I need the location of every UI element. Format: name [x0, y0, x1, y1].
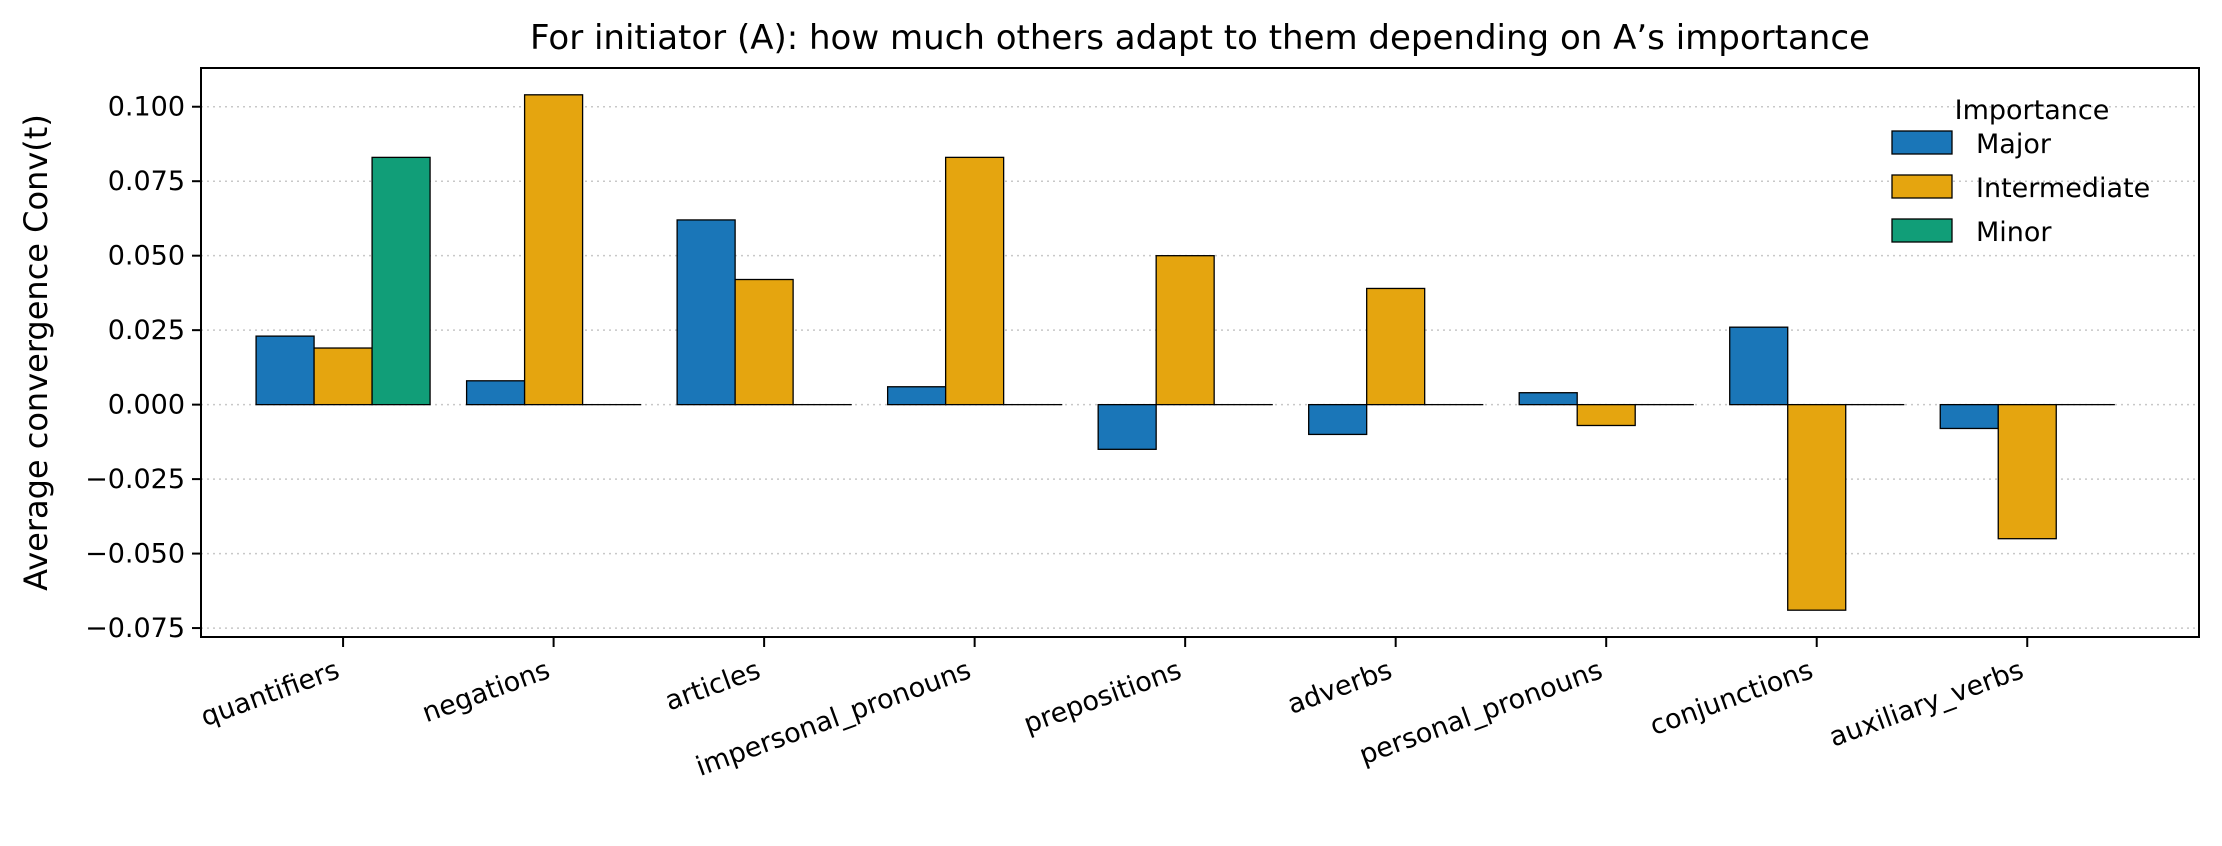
chart-title: For initiator (A): how much others adapt…: [530, 18, 1870, 58]
y-tick-label: −0.025: [85, 464, 185, 495]
bar-intermediate-impersonal_pronouns: [944, 156, 1005, 406]
y-axis-label: Average convergence Conv(t): [17, 114, 55, 591]
legend-swatch-minor: [1891, 218, 1953, 243]
legend-swatch-major: [1891, 130, 1953, 155]
legend-label-major: Major: [1976, 129, 2052, 160]
bar-intermediate-articles: [734, 278, 794, 406]
x-tick-label: prepositions: [1020, 654, 1186, 740]
bar-intermediate-conjunctions: [1787, 403, 1847, 611]
bar-major-impersonal_pronouns: [886, 386, 947, 406]
legend-title: Importance: [1955, 95, 2110, 126]
y-tick-label: −0.050: [85, 539, 185, 570]
bar-major-quantifiers: [255, 335, 315, 406]
x-tick-label: negations: [418, 654, 554, 729]
legend-label-minor: Minor: [1976, 217, 2052, 248]
y-axis-ticks: 0.100 0.075 0.050 0.025 0.000 −0.025 −0.050 −0.…: [85, 92, 201, 644]
bar-major-personal_pronouns: [1518, 392, 1578, 406]
x-tick-label: auxiliary_verbs: [1825, 654, 2027, 753]
x-tick-label: adverbs: [1283, 654, 1396, 720]
bar-intermediate-quantifiers: [313, 347, 373, 406]
bar-intermediate-personal_pronouns: [1576, 403, 1636, 427]
y-tick-label: −0.075: [85, 613, 185, 644]
y-tick-label: 0.050: [108, 241, 185, 272]
bar-major-auxiliary_verbs: [1939, 403, 1999, 430]
x-tick-label: articles: [661, 654, 764, 717]
bar-major-conjunctions: [1729, 326, 1789, 406]
legend-label-intermediate: Intermediate: [1976, 173, 2150, 204]
y-tick-label: 0.100: [108, 92, 185, 123]
bar-intermediate-auxiliary_verbs: [1997, 403, 2057, 540]
bar-intermediate-prepositions: [1155, 255, 1215, 406]
bar-major-negations: [465, 380, 526, 406]
y-tick-label: 0.025: [108, 315, 185, 346]
bar-major-articles: [676, 219, 736, 406]
x-tick-label: quantifiers: [197, 654, 344, 733]
legend-swatch-intermediate: [1891, 174, 1953, 199]
bar-minor-quantifiers: [371, 156, 431, 406]
bars: [255, 94, 2115, 611]
x-tick-label: personal_pronouns: [1355, 654, 1606, 771]
plot-frame: [200, 67, 2200, 638]
x-axis-ticks: quantifiers negations articlesimpersonal_p…: [197, 637, 2029, 783]
y-tick-label: 0.075: [108, 166, 185, 197]
bar-intermediate-adverbs: [1366, 287, 1426, 406]
bar-major-adverbs: [1308, 403, 1368, 436]
y-tick-label: 0.000: [108, 390, 185, 421]
bar-intermediate-negations: [523, 94, 584, 406]
bar-major-prepositions: [1097, 403, 1157, 450]
x-tick-label: conjunctions: [1646, 654, 1817, 742]
